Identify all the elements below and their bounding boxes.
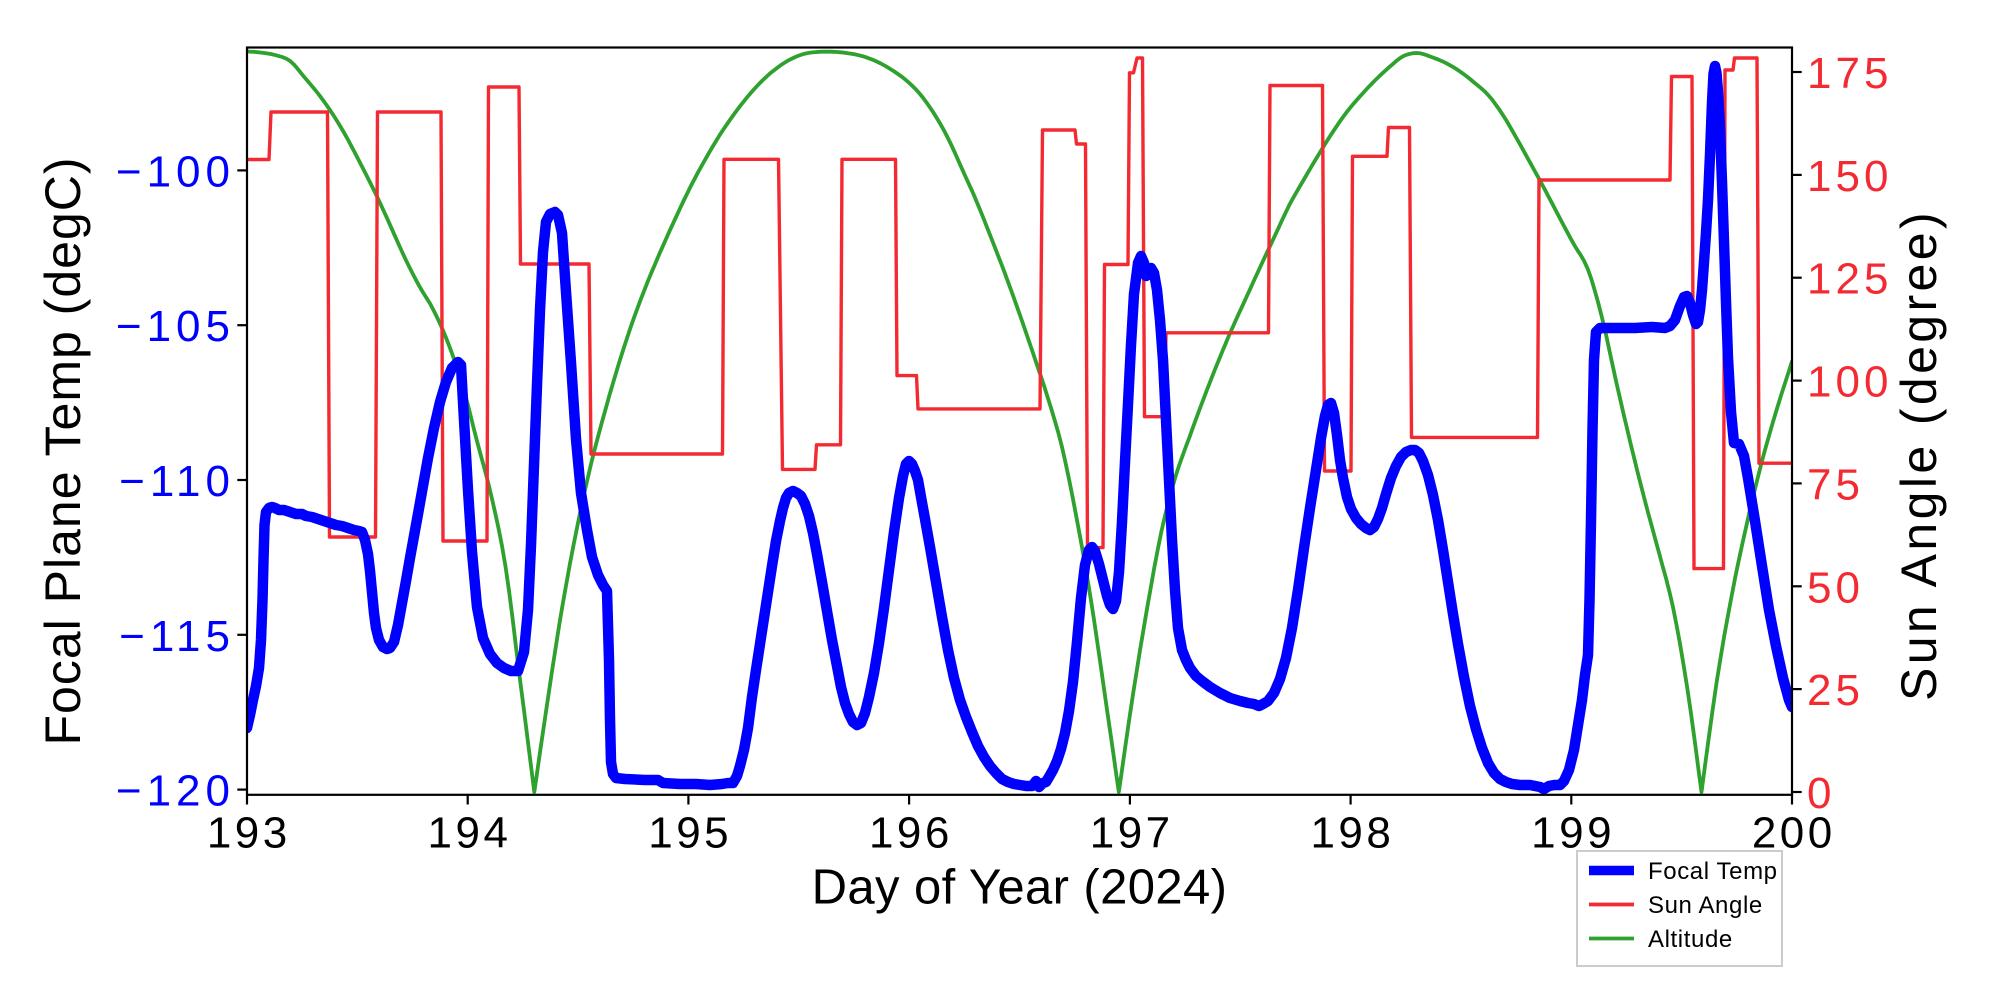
- svg-text:−105: −105: [116, 302, 235, 351]
- svg-text:194: 194: [428, 809, 512, 858]
- svg-text:175: 175: [1807, 49, 1892, 98]
- svg-text:−110: −110: [119, 457, 235, 506]
- svg-text:150: 150: [1807, 152, 1892, 201]
- svg-text:196: 196: [869, 809, 953, 858]
- svg-text:Day of Year (2024): Day of Year (2024): [812, 861, 1228, 915]
- svg-text:−100: −100: [116, 147, 235, 196]
- svg-text:0: 0: [1807, 769, 1835, 818]
- svg-text:198: 198: [1310, 809, 1394, 858]
- svg-text:200: 200: [1752, 809, 1836, 858]
- svg-text:−115: −115: [119, 612, 235, 661]
- svg-text:193: 193: [207, 809, 291, 858]
- svg-text:197: 197: [1090, 809, 1174, 858]
- svg-text:−120: −120: [116, 767, 235, 816]
- svg-text:50: 50: [1807, 563, 1864, 612]
- svg-text:75: 75: [1807, 460, 1864, 509]
- svg-text:Altitude: Altitude: [1648, 926, 1733, 953]
- svg-text:Focal Temp: Focal Temp: [1648, 858, 1778, 885]
- svg-text:100: 100: [1807, 358, 1892, 407]
- svg-text:25: 25: [1807, 666, 1864, 715]
- svg-text:195: 195: [648, 809, 732, 858]
- svg-text:Focal Plane Temp (degC): Focal Plane Temp (degC): [35, 156, 91, 745]
- svg-text:199: 199: [1531, 809, 1615, 858]
- svg-text:125: 125: [1807, 255, 1892, 304]
- svg-text:Sun Angle: Sun Angle: [1648, 892, 1763, 919]
- svg-text:Sun Angle (degree): Sun Angle (degree): [1891, 209, 1947, 701]
